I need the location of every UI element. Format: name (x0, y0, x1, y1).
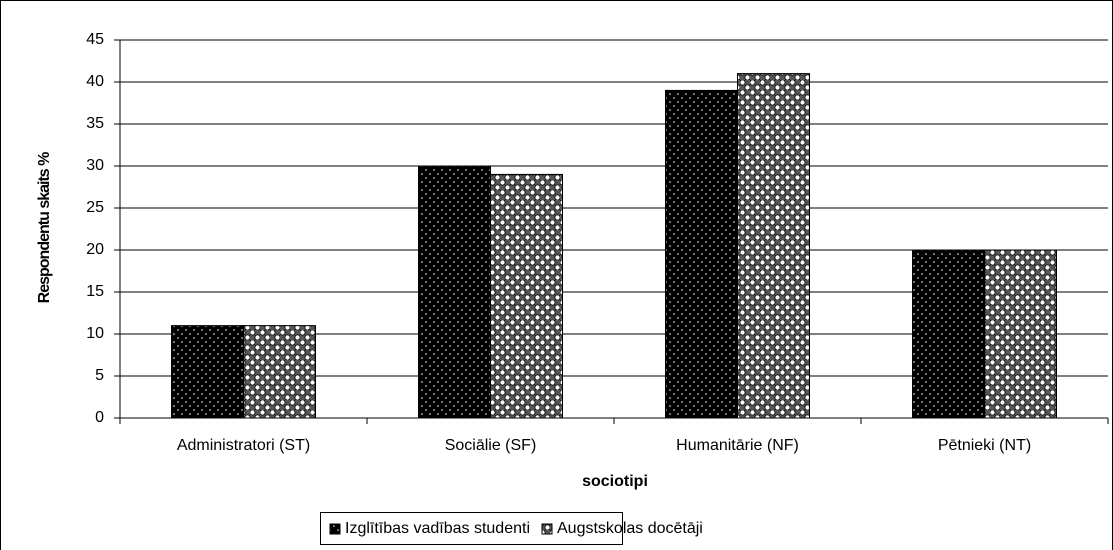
x-axis-label: sociotipi (582, 473, 648, 490)
bar (912, 249, 985, 419)
y-tick-label: 0 (95, 409, 104, 426)
x-tick-label: Pētnieki (NT) (938, 437, 1031, 454)
y-axis-label: Respondentu skaits % (36, 152, 53, 303)
x-tick-label: Sociālie (SF) (445, 437, 537, 454)
y-tick-label: 15 (86, 283, 104, 300)
y-tick-label: 40 (86, 73, 104, 90)
y-tick-label: 25 (86, 199, 104, 216)
bar (243, 325, 316, 419)
bar (490, 173, 563, 419)
legend-label: Izglītības vadības studenti (345, 520, 530, 537)
legend-swatch (541, 523, 553, 535)
y-tick-label: 45 (86, 31, 104, 48)
y-tick-label: 30 (86, 157, 104, 174)
y-tick-label: 5 (95, 367, 104, 384)
x-tick-label: Humanitārie (NF) (676, 437, 799, 454)
x-tick-label: Administratori (ST) (177, 437, 310, 454)
y-tick-label: 20 (86, 241, 104, 258)
legend-swatch (329, 523, 341, 535)
y-tick-label: 35 (86, 115, 104, 132)
bar (737, 73, 810, 419)
bar (418, 165, 491, 419)
legend-label: Augstskolas docētāji (557, 520, 703, 537)
legend (320, 512, 623, 545)
bar (984, 249, 1057, 419)
y-tick-label: 10 (86, 325, 104, 342)
bar (665, 89, 738, 419)
bar (171, 325, 244, 419)
